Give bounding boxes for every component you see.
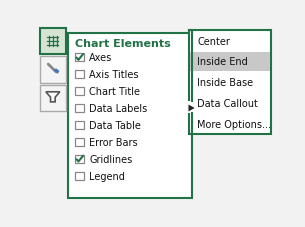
Text: Data Labels: Data Labels xyxy=(89,104,148,114)
FancyBboxPatch shape xyxy=(75,104,84,113)
Text: Chart Title: Chart Title xyxy=(89,87,140,97)
Text: Inside End: Inside End xyxy=(197,57,248,67)
FancyBboxPatch shape xyxy=(75,121,84,130)
FancyBboxPatch shape xyxy=(40,57,66,83)
FancyBboxPatch shape xyxy=(75,155,84,163)
Polygon shape xyxy=(46,92,60,102)
FancyBboxPatch shape xyxy=(75,54,84,62)
FancyBboxPatch shape xyxy=(188,102,196,114)
Text: Gridlines: Gridlines xyxy=(89,154,133,164)
FancyBboxPatch shape xyxy=(75,87,84,96)
Text: Axis Titles: Axis Titles xyxy=(89,70,139,80)
FancyBboxPatch shape xyxy=(75,172,84,180)
Text: Error Bars: Error Bars xyxy=(89,137,138,147)
FancyBboxPatch shape xyxy=(190,52,270,72)
Polygon shape xyxy=(188,105,195,112)
FancyBboxPatch shape xyxy=(40,29,66,55)
Text: Data Table: Data Table xyxy=(89,120,141,130)
Text: Legend: Legend xyxy=(89,171,125,181)
FancyBboxPatch shape xyxy=(40,86,66,111)
FancyBboxPatch shape xyxy=(189,31,271,135)
Text: Axes: Axes xyxy=(89,53,113,63)
Polygon shape xyxy=(54,69,59,74)
Text: Inside Base: Inside Base xyxy=(197,78,253,88)
FancyBboxPatch shape xyxy=(190,102,201,114)
Text: Data Callout: Data Callout xyxy=(197,99,258,109)
FancyBboxPatch shape xyxy=(68,33,192,198)
Text: Chart Elements: Chart Elements xyxy=(75,38,171,48)
FancyBboxPatch shape xyxy=(75,138,84,146)
FancyBboxPatch shape xyxy=(75,71,84,79)
Text: Center: Center xyxy=(197,37,230,46)
Text: More Options...: More Options... xyxy=(197,119,271,129)
